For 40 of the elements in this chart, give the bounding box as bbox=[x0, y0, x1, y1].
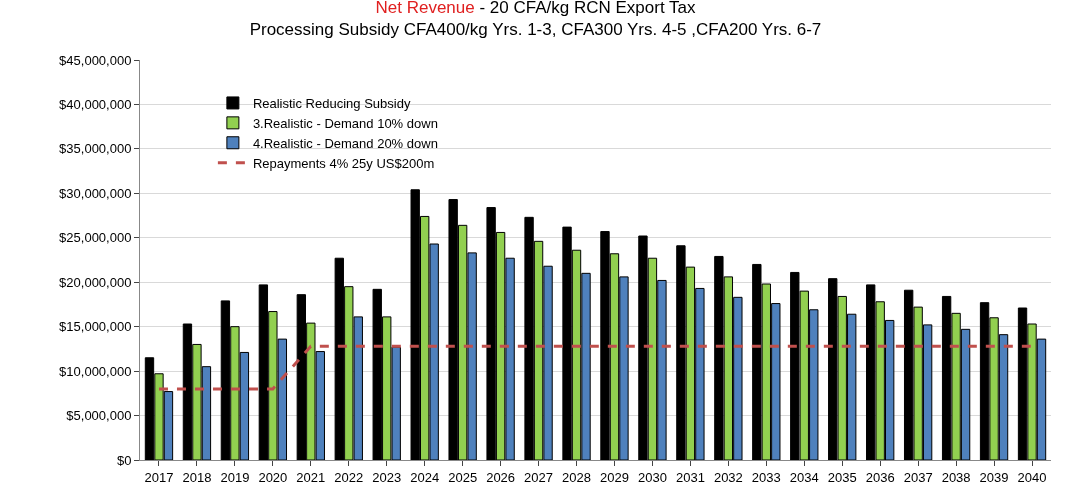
x-tick-label: 2017 bbox=[144, 469, 174, 485]
x-tick-label: 2022 bbox=[334, 469, 364, 485]
y-tick-label: $40,000,000 bbox=[59, 96, 132, 112]
x-tick-label: 2019 bbox=[220, 469, 250, 485]
y-tick-label: $15,000,000 bbox=[59, 319, 132, 335]
y-tick-label: $20,000,000 bbox=[59, 274, 132, 290]
y-tick-label: $0 bbox=[116, 452, 132, 468]
y-tick-label: $25,000,000 bbox=[59, 230, 132, 246]
x-tick-label: 2027 bbox=[524, 469, 554, 485]
chart-subtitle: Processing Subsidy CFA400/kg Yrs. 1-3, CFA300 Yrs. 4-5 ,CFA200 Yrs. 6-7 bbox=[249, 19, 822, 39]
y-tick-label: $5,000,000 bbox=[66, 408, 132, 424]
chart-title: Net Revenue - 20 CFA/kg RCN Export Tax bbox=[375, 0, 696, 17]
x-tick-label: 2024 bbox=[410, 469, 440, 485]
x-tick-label: 2033 bbox=[751, 469, 781, 485]
x-tick-label: 2039 bbox=[979, 469, 1009, 485]
y-tick-label: $45,000,000 bbox=[59, 52, 132, 68]
y-tick-label: $30,000,000 bbox=[59, 185, 132, 201]
y-tick-label: $10,000,000 bbox=[59, 363, 132, 379]
legend-label: 3.Realistic - Demand 10% down bbox=[252, 115, 438, 131]
legend-label: Realistic Reducing Subsidy bbox=[252, 96, 411, 112]
x-tick-label: 2029 bbox=[600, 469, 629, 485]
x-tick-label: 2026 bbox=[486, 469, 516, 485]
x-tick-label: 2036 bbox=[865, 469, 895, 485]
x-tick-label: 2031 bbox=[675, 469, 705, 485]
x-tick-label: 2038 bbox=[941, 469, 971, 485]
x-tick-label: 2028 bbox=[562, 469, 591, 485]
x-tick-label: 2037 bbox=[903, 469, 933, 485]
x-tick-label: 2023 bbox=[372, 469, 402, 485]
legend-label: Repayments 4% 25y US$200m bbox=[252, 155, 435, 171]
x-tick-label: 2018 bbox=[182, 469, 212, 485]
y-tick-label: $35,000,000 bbox=[59, 141, 132, 157]
legend-label: 4.Realistic - Demand 20% down bbox=[252, 135, 438, 151]
x-tick-label: 2034 bbox=[789, 469, 819, 485]
x-tick-label: 2020 bbox=[258, 469, 288, 485]
x-tick-label: 2021 bbox=[296, 469, 326, 485]
x-tick-label: 2040 bbox=[1017, 469, 1047, 485]
x-tick-label: 2025 bbox=[448, 469, 478, 485]
x-tick-label: 2035 bbox=[827, 469, 857, 485]
x-tick-label: 2030 bbox=[637, 469, 667, 485]
x-tick-label: 2032 bbox=[713, 469, 743, 485]
